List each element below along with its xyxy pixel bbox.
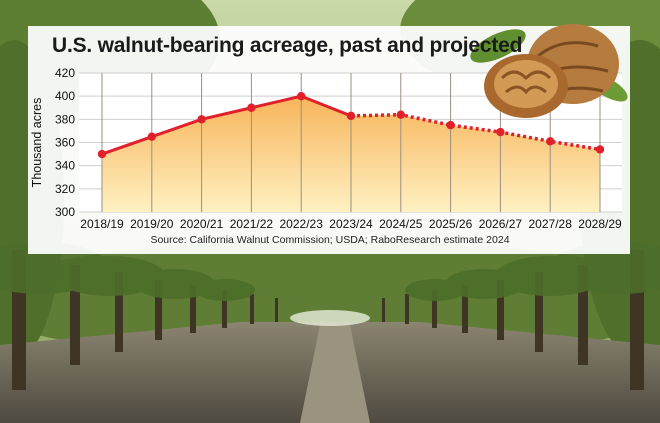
data-point	[197, 115, 206, 124]
x-tick-label: 2026/27	[479, 217, 523, 231]
walnut-icon	[470, 24, 628, 118]
data-point	[396, 110, 405, 119]
x-tick-label: 2023/24	[329, 217, 373, 231]
data-point	[97, 149, 107, 159]
series-line-projected	[350, 112, 601, 152]
y-tick-label: 360	[55, 136, 75, 150]
x-tick-label: 2022/23	[280, 217, 324, 231]
data-point	[147, 132, 156, 141]
y-tick-label: 420	[55, 66, 75, 80]
source-note: Source: California Walnut Commission; US…	[150, 234, 510, 246]
x-tick-label: 2019/20	[130, 217, 174, 231]
chart-title: U.S. walnut-bearing acreage, past and pr…	[52, 34, 523, 57]
y-tick-label: 340	[55, 159, 75, 173]
y-tick-label: 400	[55, 89, 75, 103]
x-tick-label: 2027/28	[529, 217, 573, 231]
y-axis-label: Thousand acres	[30, 98, 44, 188]
y-tick-label: 320	[55, 182, 75, 196]
y-tick-label: 300	[55, 205, 75, 219]
data-point	[546, 137, 555, 146]
x-tick-label: 2021/22	[230, 217, 274, 231]
x-tick-label: 2020/21	[180, 217, 224, 231]
data-point	[247, 103, 256, 112]
data-point	[595, 145, 605, 154]
x-tick-label: 2024/25	[379, 217, 423, 231]
series-line-actual	[101, 94, 352, 156]
y-tick-label: 380	[55, 112, 75, 126]
data-point	[496, 127, 505, 137]
data-point	[346, 111, 356, 121]
x-tick-label: 2018/19	[80, 217, 124, 231]
x-tick-label: 2028/29	[578, 217, 622, 231]
data-point	[297, 91, 306, 101]
data-point	[446, 120, 455, 130]
x-tick-label: 2025/26	[429, 217, 473, 231]
